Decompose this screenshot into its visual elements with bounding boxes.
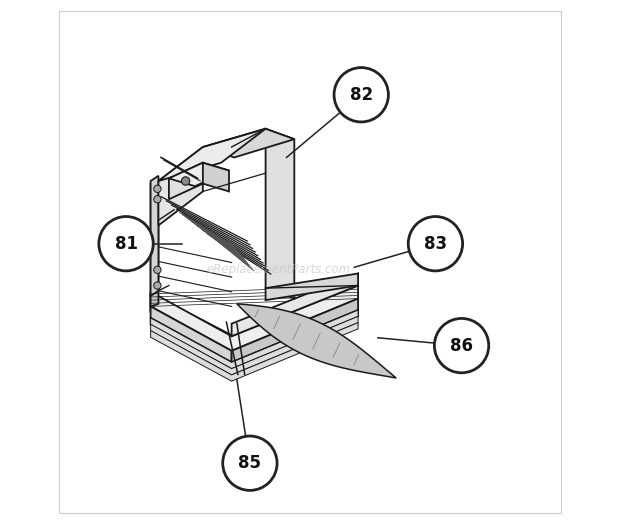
Polygon shape xyxy=(232,299,358,362)
Text: 85: 85 xyxy=(239,454,262,472)
Circle shape xyxy=(99,216,153,271)
Polygon shape xyxy=(151,286,358,351)
Text: 82: 82 xyxy=(350,86,373,104)
Polygon shape xyxy=(151,310,358,368)
Polygon shape xyxy=(265,274,358,300)
Circle shape xyxy=(154,185,161,192)
Text: eReplacementParts.com: eReplacementParts.com xyxy=(206,264,351,276)
Circle shape xyxy=(182,177,190,185)
Circle shape xyxy=(154,266,161,274)
Polygon shape xyxy=(151,307,232,362)
Circle shape xyxy=(408,216,463,271)
Polygon shape xyxy=(151,316,358,375)
Polygon shape xyxy=(203,163,229,191)
Circle shape xyxy=(435,319,489,373)
Circle shape xyxy=(154,195,161,203)
Circle shape xyxy=(154,282,161,289)
Polygon shape xyxy=(237,304,396,378)
Text: 83: 83 xyxy=(424,235,447,253)
Polygon shape xyxy=(169,163,229,186)
Circle shape xyxy=(223,436,277,490)
Polygon shape xyxy=(232,274,358,336)
Polygon shape xyxy=(151,286,357,356)
Polygon shape xyxy=(203,129,294,158)
Polygon shape xyxy=(159,129,265,181)
Polygon shape xyxy=(151,294,156,312)
Circle shape xyxy=(334,68,388,122)
Polygon shape xyxy=(151,176,159,296)
Polygon shape xyxy=(151,323,358,381)
Polygon shape xyxy=(159,147,203,225)
Text: 86: 86 xyxy=(450,336,473,355)
Polygon shape xyxy=(151,310,358,368)
Polygon shape xyxy=(151,178,159,307)
Polygon shape xyxy=(169,163,203,199)
Text: 81: 81 xyxy=(115,235,138,253)
Polygon shape xyxy=(265,129,294,299)
